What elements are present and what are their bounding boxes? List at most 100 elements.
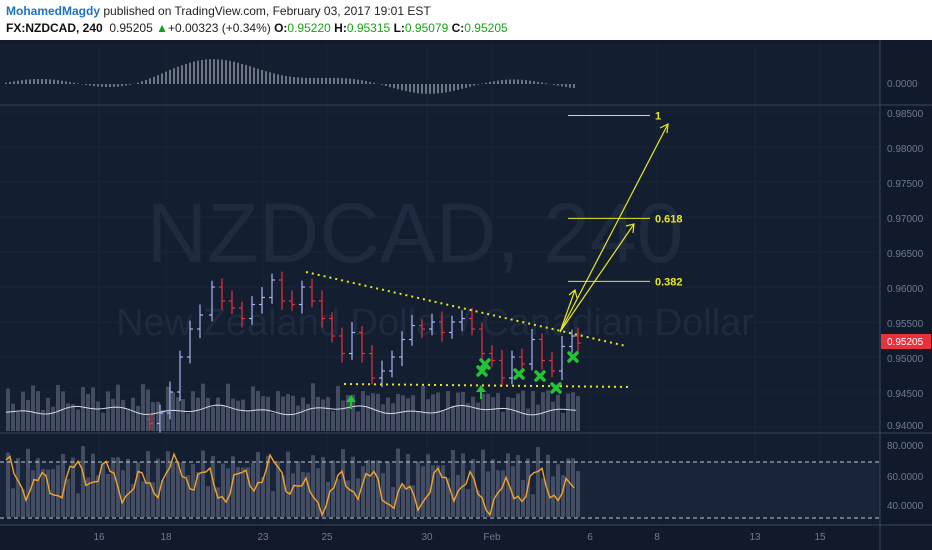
descending-trendline[interactable] bbox=[305, 271, 627, 347]
price-bar bbox=[449, 315, 455, 339]
volume-bar bbox=[26, 400, 30, 431]
price-bar bbox=[259, 287, 265, 314]
rsi-volume-bar bbox=[96, 475, 100, 517]
price-bar bbox=[167, 381, 173, 420]
rsi-volume-bar bbox=[271, 491, 275, 517]
volume-bar bbox=[296, 405, 300, 431]
rsi-volume-bar bbox=[361, 466, 365, 517]
rsi-volume-bar bbox=[181, 462, 185, 517]
volume-bar bbox=[336, 386, 340, 431]
volume-bar bbox=[126, 408, 130, 431]
time-tick: 16 bbox=[93, 532, 105, 543]
watermark-symbol: NZDCAD, 240 bbox=[147, 186, 684, 280]
rsi-volume-bar bbox=[406, 454, 410, 517]
buy-arrow-icon bbox=[476, 385, 486, 399]
rsi-volume-bar bbox=[466, 489, 470, 517]
volume-bar bbox=[11, 403, 15, 431]
volume-bar bbox=[326, 397, 330, 431]
volume-bar bbox=[136, 405, 140, 431]
volume-bar bbox=[101, 412, 105, 431]
rsi-volume-bar bbox=[321, 456, 325, 517]
price-bar bbox=[239, 301, 245, 328]
price-bar bbox=[379, 360, 385, 388]
low-value: 0.95079 bbox=[404, 21, 449, 35]
volume-bar bbox=[131, 397, 135, 431]
fib-level: 1 bbox=[568, 111, 661, 123]
rsi-volume-bar bbox=[111, 457, 115, 517]
price-bar bbox=[409, 315, 415, 346]
volume-bar bbox=[6, 388, 10, 431]
volume-bar bbox=[56, 384, 60, 431]
price-bar bbox=[197, 304, 203, 339]
rsi-volume-bar bbox=[176, 462, 180, 517]
volume-bar bbox=[166, 386, 170, 431]
price-bar bbox=[509, 350, 515, 385]
rsi-volume-bar bbox=[316, 468, 320, 517]
fib-label: 0.618 bbox=[655, 213, 683, 225]
rsi-volume-bar bbox=[291, 473, 295, 517]
rsi-volume-bar bbox=[241, 467, 245, 517]
projection-arrow-0618[interactable] bbox=[559, 223, 635, 333]
volume-bar bbox=[121, 399, 125, 431]
price-tick: 0.98000 bbox=[887, 144, 924, 155]
rsi-volume-bar bbox=[556, 464, 560, 517]
rsi-volume-bar bbox=[131, 483, 135, 517]
volume-bar bbox=[151, 402, 155, 431]
volume-bar bbox=[426, 399, 430, 431]
price-bar bbox=[349, 322, 355, 360]
volume-bar bbox=[391, 403, 395, 431]
cross-marker-icon bbox=[567, 351, 579, 363]
price-bar bbox=[157, 404, 163, 433]
rsi-volume-bar bbox=[471, 459, 475, 517]
volume-bar bbox=[561, 412, 565, 431]
volume-bar bbox=[506, 396, 510, 431]
volume-bar bbox=[541, 392, 545, 431]
projection-arrow-1[interactable] bbox=[559, 123, 669, 333]
price-bar bbox=[319, 290, 325, 328]
support-trendline[interactable] bbox=[343, 383, 633, 388]
rsi-volume-bar bbox=[266, 455, 270, 517]
rsi-volume-bar bbox=[511, 466, 515, 517]
volume-bar bbox=[31, 385, 35, 431]
volume-bar bbox=[341, 400, 345, 431]
price-pane[interactable] bbox=[0, 106, 880, 432]
chart-canvas[interactable]: NZDCAD, 240 New Zealand Dollar / Canadia… bbox=[0, 40, 932, 550]
rsi-volume-bar bbox=[236, 467, 240, 517]
histogram-pane[interactable] bbox=[0, 44, 880, 104]
rsi-volume-bar bbox=[396, 448, 400, 517]
low-label: L: bbox=[393, 21, 405, 35]
rsi-volume-bar bbox=[151, 482, 155, 517]
rsi-volume-bar bbox=[186, 475, 190, 517]
fib-projection: 1 0.618 0.382 bbox=[568, 111, 683, 288]
price-bar bbox=[279, 271, 285, 311]
time-tick: 25 bbox=[321, 532, 333, 543]
price-bar bbox=[147, 413, 153, 430]
open-value: 0.95220 bbox=[287, 21, 331, 35]
volume-bar bbox=[111, 398, 115, 431]
volume-bar bbox=[36, 391, 40, 431]
rsi-volume-bar bbox=[21, 489, 25, 517]
rsi-volume-bar bbox=[546, 454, 550, 517]
volume-bar bbox=[66, 403, 70, 431]
price-bar bbox=[499, 350, 505, 388]
volume-bar bbox=[416, 411, 420, 431]
volume-bar bbox=[521, 390, 525, 431]
time-tick: 15 bbox=[814, 532, 826, 543]
rsi-volume-bar bbox=[31, 470, 35, 517]
price-bar bbox=[459, 310, 465, 332]
price-bar bbox=[219, 278, 225, 311]
price-bar bbox=[359, 326, 365, 363]
rsi-volume-bar bbox=[91, 453, 95, 517]
price-tick: 0.96000 bbox=[887, 284, 924, 295]
projection-arrow-0382[interactable] bbox=[559, 289, 576, 333]
author-link[interactable]: MohamedMagdy bbox=[6, 4, 101, 18]
rsi-volume-bar bbox=[101, 463, 105, 517]
volume-bar bbox=[451, 405, 455, 431]
rsi-volume-bar bbox=[521, 479, 525, 517]
volume-bar bbox=[376, 393, 380, 431]
rsi-tick: 80.0000 bbox=[887, 441, 924, 452]
volume-bar bbox=[216, 397, 220, 431]
symbol-label[interactable]: FX:NZDCAD, 240 bbox=[6, 21, 103, 35]
rsi-volume-bar bbox=[41, 469, 45, 517]
rsi-volume-bar bbox=[6, 452, 10, 517]
